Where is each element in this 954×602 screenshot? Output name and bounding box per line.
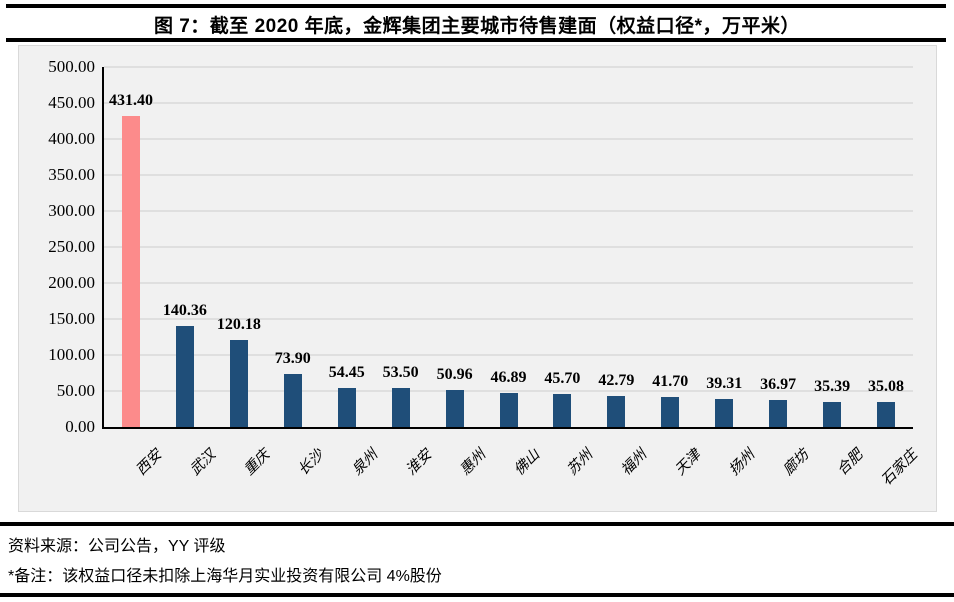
bar-value-label: 120.18 <box>216 316 261 334</box>
gridline <box>104 246 913 248</box>
bar-天津 <box>661 396 680 427</box>
x-axis-category-label: 石家庄 <box>878 446 921 489</box>
bar-长沙 <box>283 373 302 427</box>
bar-value-label: 39.31 <box>706 374 743 392</box>
y-axis-tick-label: 400.00 <box>48 129 95 148</box>
y-axis-tick-label: 50.00 <box>56 381 95 400</box>
footnote: *备注：该权益口径未扣除上海华月实业投资有限公司 4%股份 <box>8 568 442 585</box>
gridline <box>104 354 913 356</box>
bar-苏州 <box>553 394 572 427</box>
x-axis-category-label: 天津 <box>672 446 705 479</box>
bar-value-label: 54.45 <box>328 363 365 381</box>
bar-石家庄 <box>877 401 896 427</box>
bar-佛山 <box>499 393 518 427</box>
gridline <box>104 102 913 104</box>
bar-value-label: 42.79 <box>598 372 635 390</box>
y-axis-tick-label: 500.00 <box>48 57 95 76</box>
bar-value-label: 140.36 <box>162 301 207 319</box>
x-axis-category-label: 佛山 <box>510 446 543 479</box>
x-axis-category-label: 西安 <box>133 446 166 479</box>
bar-value-label: 41.70 <box>652 372 689 390</box>
y-axis-tick-label: 100.00 <box>48 345 95 364</box>
y-axis-tick-label: 0.00 <box>65 417 95 436</box>
gridline <box>104 390 913 392</box>
x-axis-category-label: 淮安 <box>402 446 435 479</box>
x-axis-category-label: 苏州 <box>564 446 597 479</box>
bar-福州 <box>607 396 626 427</box>
bar-value-label: 35.39 <box>814 377 851 395</box>
x-axis-category-label: 长沙 <box>295 446 327 479</box>
y-axis-tick-label: 450.00 <box>48 93 95 112</box>
gridline <box>104 282 913 284</box>
bar-惠州 <box>445 390 464 427</box>
bar-西安 <box>121 116 140 427</box>
x-axis-category-label: 廊坊 <box>780 446 813 479</box>
bar-value-label: 53.50 <box>382 364 419 382</box>
gridline <box>104 66 913 68</box>
y-axis-tick-label: 150.00 <box>48 309 95 328</box>
title-underline-rule <box>6 38 946 42</box>
bottom-rule <box>0 593 954 597</box>
x-axis-category-label: 武汉 <box>187 446 220 479</box>
source-note: 资料来源：公司公告，YY 评级 <box>8 538 226 555</box>
y-axis-tick-label: 300.00 <box>48 201 95 220</box>
y-axis-tick-label: 250.00 <box>48 237 95 256</box>
gridline <box>104 210 913 212</box>
x-axis-category-label: 福州 <box>618 446 651 479</box>
y-axis-line <box>102 67 104 429</box>
figure-title: 图 7：截至 2020 年底，金辉集团主要城市待售建面（权益口径*，万平米） <box>153 16 801 37</box>
bar-廊坊 <box>769 400 788 427</box>
bar-value-label: 35.08 <box>868 377 905 395</box>
gridline <box>104 318 913 320</box>
x-axis-line <box>102 427 913 429</box>
bar-value-label: 50.96 <box>436 366 473 384</box>
bar-淮安 <box>391 388 410 427</box>
x-axis-category-label: 扬州 <box>726 446 759 479</box>
bar-重庆 <box>229 340 248 427</box>
bar-chart-panel: 0.00 50.00 100.00 150.00 200.00 250.00 300.00 3… <box>18 45 937 512</box>
top-rule <box>6 4 946 8</box>
x-axis-category-label: 惠州 <box>456 446 489 479</box>
y-axis-tick-label: 350.00 <box>48 165 95 184</box>
x-axis-category-label: 泉州 <box>349 446 381 479</box>
bar-泉州 <box>337 387 356 427</box>
bar-value-label: 46.89 <box>490 369 527 387</box>
gridline <box>104 138 913 140</box>
y-axis-tick-label: 200.00 <box>48 273 95 292</box>
bar-value-label: 73.90 <box>274 349 311 367</box>
gridline <box>104 174 913 176</box>
x-axis-category-label: 合肥 <box>834 446 867 479</box>
bar-扬州 <box>715 398 734 427</box>
bar-武汉 <box>175 325 194 427</box>
bar-value-label: 431.40 <box>108 92 153 110</box>
bar-value-label: 36.97 <box>760 376 797 394</box>
bar-合肥 <box>823 401 842 427</box>
footer-top-rule <box>0 522 954 526</box>
bar-value-label: 45.70 <box>544 370 581 388</box>
x-axis-category-label: 重庆 <box>241 446 273 479</box>
